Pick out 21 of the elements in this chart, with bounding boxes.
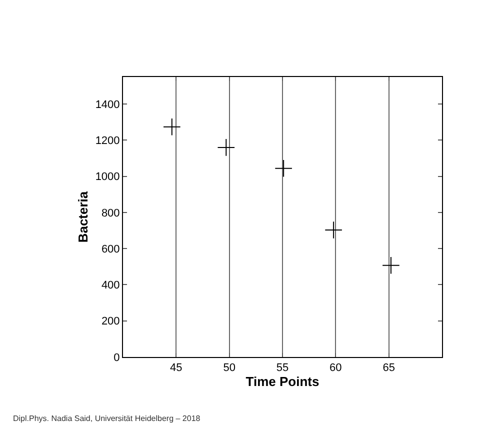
y-tick-label: 1000 xyxy=(95,171,120,184)
x-axis-title: Time Points xyxy=(246,374,320,390)
point xyxy=(274,160,292,178)
x-tick-label: 45 xyxy=(170,362,182,374)
y-tick-label: 0 xyxy=(114,352,120,364)
x-tick-label: 60 xyxy=(330,362,342,374)
y-tick-label: 1200 xyxy=(95,135,120,148)
y-tick-label: 600 xyxy=(101,243,120,256)
y-tick-label: 800 xyxy=(101,207,120,220)
y-axis-title: Bacteria xyxy=(75,190,90,243)
text: Dipl.Phys. Nadia Said, Universität Heidelberg – 2018 xyxy=(13,414,201,423)
y-tick-label: 400 xyxy=(101,280,120,292)
y-tick-label: 200 xyxy=(101,316,120,328)
x-tick-label: 55 xyxy=(276,362,289,374)
point xyxy=(324,221,342,239)
y-tick-label: 1400 xyxy=(95,98,120,111)
x-tick-label: 50 xyxy=(223,362,236,374)
point xyxy=(382,256,400,274)
x-tick-label: 65 xyxy=(382,362,395,374)
point xyxy=(217,138,236,156)
point xyxy=(163,118,181,136)
